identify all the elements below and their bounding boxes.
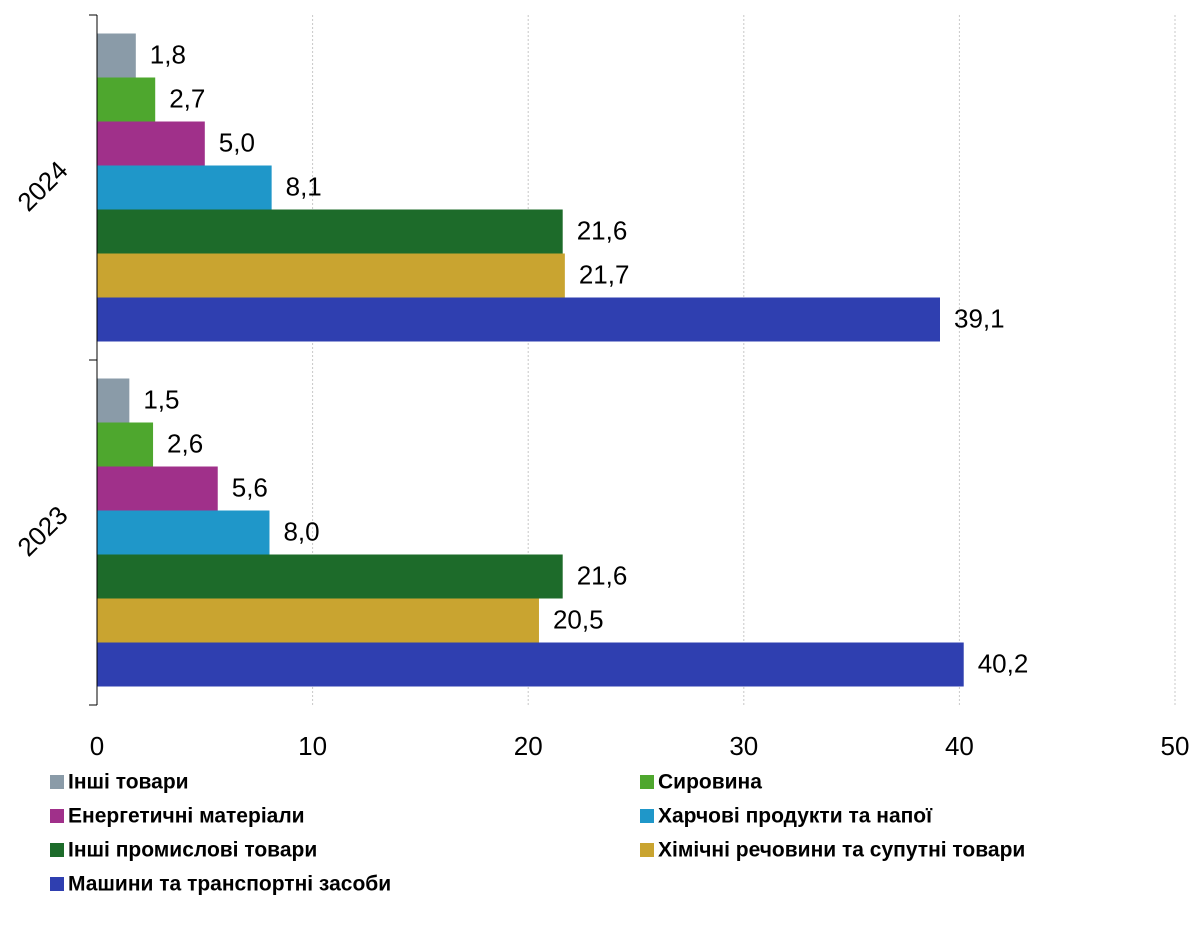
value-label: 2,7 — [169, 83, 205, 113]
value-label: 5,6 — [232, 472, 268, 502]
legend-label: Інші промислові товари — [68, 839, 317, 862]
legend-label: Енергетичні матеріали — [68, 805, 305, 828]
legend-label: Харчові продукти та напої — [658, 805, 933, 828]
legend-label: Машини та транспортні засоби — [68, 873, 391, 896]
bar — [97, 253, 565, 298]
legend-swatch — [640, 775, 654, 789]
bar — [97, 209, 563, 254]
value-label: 39,1 — [954, 303, 1005, 333]
bar — [97, 378, 130, 423]
bar — [97, 33, 136, 78]
bar — [97, 598, 539, 643]
value-label: 21,6 — [577, 560, 628, 590]
bar — [97, 165, 272, 210]
x-tick-label: 20 — [514, 731, 543, 761]
legend-swatch — [640, 843, 654, 857]
bar — [97, 642, 964, 687]
legend-label: Інші товари — [68, 771, 189, 794]
legend-swatch — [50, 809, 64, 823]
bar — [97, 77, 156, 122]
value-label: 8,0 — [283, 516, 319, 546]
y-tick-label: 2024 — [11, 155, 73, 217]
value-label: 2,6 — [167, 428, 203, 458]
bar — [97, 510, 270, 555]
value-label: 21,7 — [579, 259, 630, 289]
x-tick-label: 30 — [729, 731, 758, 761]
y-tick-label: 2023 — [11, 500, 73, 562]
value-label: 1,5 — [143, 384, 179, 414]
value-label: 20,5 — [553, 604, 604, 634]
value-label: 8,1 — [286, 171, 322, 201]
bar — [97, 422, 154, 467]
value-label: 5,0 — [219, 127, 255, 157]
x-tick-label: 40 — [945, 731, 974, 761]
bar — [97, 466, 218, 511]
x-tick-label: 10 — [298, 731, 327, 761]
legend-label: Хімічні речовини та супутні товари — [658, 839, 1025, 862]
value-label: 21,6 — [577, 215, 628, 245]
value-label: 1,8 — [150, 39, 186, 69]
x-tick-label: 0 — [90, 731, 104, 761]
legend-swatch — [50, 843, 64, 857]
legend-swatch — [50, 775, 64, 789]
bar — [97, 554, 563, 599]
bar — [97, 297, 940, 342]
bar — [97, 121, 205, 166]
legend-label: Сировина — [658, 771, 762, 794]
legend-swatch — [640, 809, 654, 823]
legend-swatch — [50, 877, 64, 891]
value-label: 40,2 — [978, 648, 1029, 678]
x-tick-label: 50 — [1161, 731, 1190, 761]
